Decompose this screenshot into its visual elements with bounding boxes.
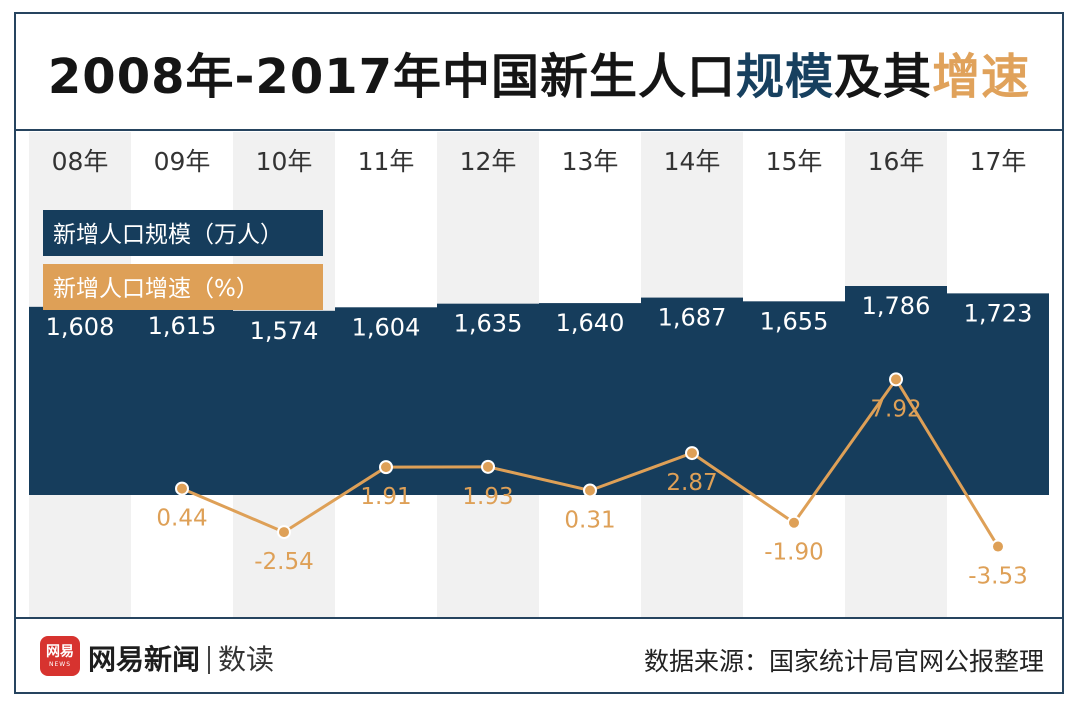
category-label: 15年	[766, 147, 823, 176]
footer-divider	[16, 617, 1062, 619]
title-growth-word: 增速	[932, 49, 1031, 105]
category-label: 13年	[562, 147, 619, 176]
data-source: 数据来源：国家统计局官网公报整理	[643, 647, 1044, 676]
category-label: 11年	[358, 147, 415, 176]
brand-name: 网易新闻 数读	[88, 638, 274, 678]
bar-value-label: 1,655	[760, 307, 829, 335]
category-label: 14年	[664, 147, 721, 176]
growth-value-label: 1.91	[360, 484, 411, 510]
bar	[845, 286, 947, 495]
legend-label-scale: 新增人口规模（万人）	[53, 222, 283, 248]
growth-value-label: 2.87	[666, 470, 717, 496]
netease-logo-sub: NEWS	[48, 660, 72, 668]
netease-logo-text: 网易	[46, 643, 74, 660]
bar-value-label: 1,635	[454, 310, 523, 338]
growth-value-label: -2.54	[254, 549, 314, 575]
category-label: 17年	[970, 147, 1027, 176]
growth-point	[583, 483, 597, 498]
growth-value-label: 0.44	[156, 506, 207, 532]
title-scale-word: 规模	[736, 49, 835, 105]
category-label: 16年	[868, 147, 925, 176]
legend-swatch-scale	[43, 210, 323, 256]
title-and-word: 及其	[834, 49, 933, 105]
legend-swatch-growth	[43, 264, 323, 310]
title-main: 2008年-2017年中国新生人口	[47, 49, 737, 105]
category-label: 09年	[154, 147, 211, 176]
category-label: 10年	[256, 147, 313, 176]
bar	[131, 306, 233, 495]
growth-point	[685, 446, 699, 461]
bar	[29, 306, 131, 495]
title-divider	[16, 129, 1062, 131]
bar-value-label: 1,786	[862, 292, 931, 320]
growth-point	[991, 539, 1005, 554]
chart-frame	[14, 12, 1064, 694]
bar	[641, 297, 743, 495]
chart-title: 2008年-2017年中国新生人口 规模 及其 增速	[16, 14, 1062, 130]
legend-label-growth: 新增人口增速（%）	[53, 276, 259, 302]
growth-point	[481, 459, 495, 474]
bar	[539, 303, 641, 495]
growth-value-label: -1.90	[764, 540, 824, 566]
growth-point	[379, 460, 393, 475]
growth-value-label: 1.93	[462, 484, 513, 510]
bar	[743, 301, 845, 495]
bar-value-label: 1,574	[250, 317, 319, 345]
growth-point	[277, 525, 291, 540]
growth-point	[787, 515, 801, 530]
growth-value-label: 7.92	[870, 396, 921, 422]
growth-point	[175, 481, 189, 496]
bar-value-label: 1,615	[148, 312, 217, 340]
growth-point	[889, 372, 903, 387]
bar-value-label: 1,640	[556, 309, 625, 337]
growth-value-label: -3.53	[968, 564, 1028, 590]
category-label: 08年	[52, 147, 109, 176]
bar	[947, 293, 1049, 495]
bar	[233, 310, 335, 495]
netease-logo: 网易 NEWS	[40, 636, 80, 676]
bar-value-label: 1,604	[352, 313, 421, 341]
brand-main: 网易新闻	[88, 643, 201, 676]
bar-value-label: 1,687	[658, 304, 727, 332]
bar-value-label: 1,608	[46, 313, 115, 341]
bar-value-label: 1,723	[964, 299, 1033, 327]
brand-sub: 数读	[218, 643, 275, 676]
brand-separator	[208, 646, 211, 674]
growth-value-label: 0.31	[564, 507, 615, 533]
chart-area: 08年 09年 10年 11年 12年 13年 14年 15年 16年 17年 1,608 1,615…	[29, 132, 1049, 617]
category-label: 12年	[460, 147, 517, 176]
